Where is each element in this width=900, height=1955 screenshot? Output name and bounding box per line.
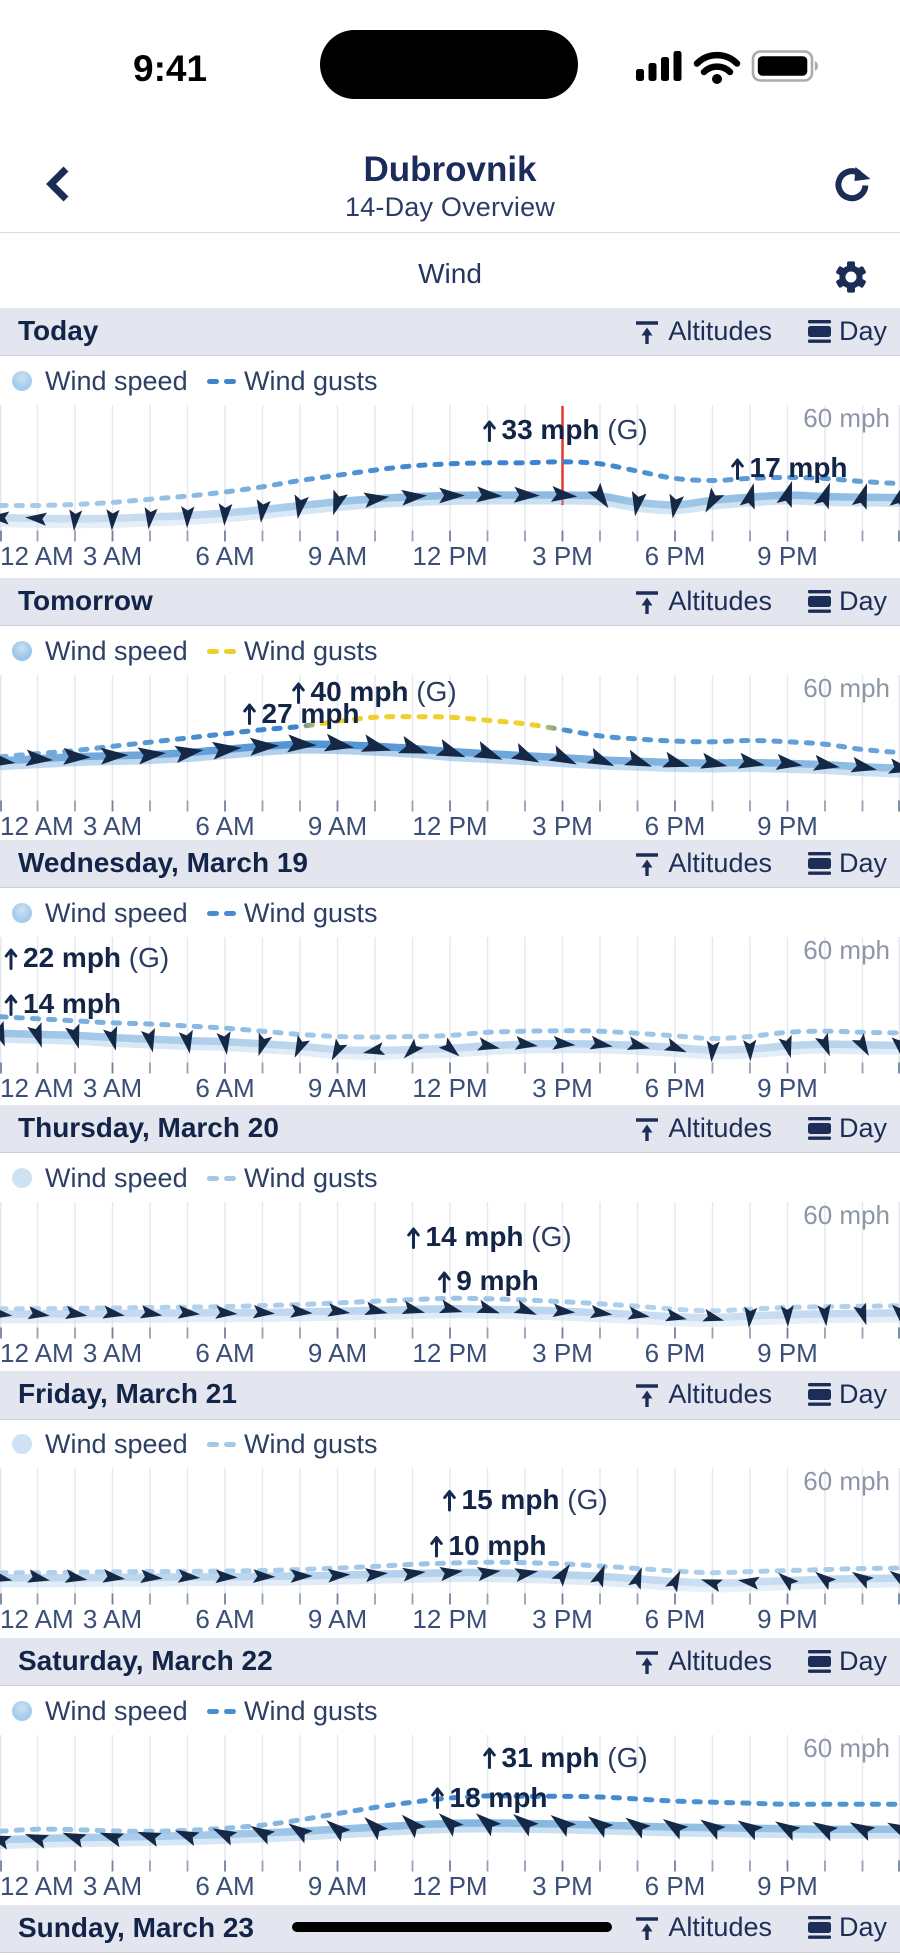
svg-text:12 PM: 12 PM [412, 1073, 487, 1103]
svg-text:9 AM: 9 AM [308, 1073, 367, 1103]
svg-text:10 mph: 10 mph [449, 1530, 547, 1561]
svg-text:9 PM: 9 PM [757, 1604, 818, 1634]
svg-text:6 PM: 6 PM [645, 1604, 706, 1634]
svg-text:3 AM: 3 AM [83, 811, 142, 841]
svg-text:40 mph (G): 40 mph (G) [311, 676, 457, 707]
svg-text:9 PM: 9 PM [757, 1073, 818, 1103]
svg-text:12 AM: 12 AM [0, 1338, 74, 1368]
svg-text:9 AM: 9 AM [308, 541, 367, 571]
svg-text:9 PM: 9 PM [757, 1338, 818, 1368]
svg-text:60 mph: 60 mph [803, 937, 890, 965]
svg-text:3 PM: 3 PM [532, 811, 593, 841]
svg-text:60 mph: 60 mph [803, 1468, 890, 1496]
svg-text:60 mph: 60 mph [803, 1202, 890, 1230]
svg-text:12 PM: 12 PM [412, 811, 487, 841]
svg-text:3 AM: 3 AM [83, 1338, 142, 1368]
svg-text:6 AM: 6 AM [195, 811, 254, 841]
svg-text:9 PM: 9 PM [757, 1871, 818, 1901]
svg-text:14 mph (G): 14 mph (G) [426, 1221, 572, 1252]
svg-text:27 mph: 27 mph [262, 698, 360, 729]
svg-text:18 mph: 18 mph [450, 1782, 548, 1813]
svg-text:22 mph (G): 22 mph (G) [23, 942, 169, 973]
svg-text:12 AM: 12 AM [0, 1871, 74, 1901]
svg-text:12 AM: 12 AM [0, 1073, 74, 1103]
svg-text:12 PM: 12 PM [412, 1338, 487, 1368]
svg-text:60 mph: 60 mph [803, 675, 890, 703]
svg-text:3 AM: 3 AM [83, 541, 142, 571]
svg-text:12 PM: 12 PM [412, 1871, 487, 1901]
svg-text:3 AM: 3 AM [83, 1871, 142, 1901]
svg-text:12 PM: 12 PM [412, 541, 487, 571]
svg-text:12 PM: 12 PM [412, 1604, 487, 1634]
svg-text:12 AM: 12 AM [0, 811, 74, 841]
svg-text:6 PM: 6 PM [645, 1338, 706, 1368]
svg-text:12 AM: 12 AM [0, 1604, 74, 1634]
svg-text:3 PM: 3 PM [532, 1073, 593, 1103]
svg-text:60 mph: 60 mph [803, 1735, 890, 1763]
svg-text:12 AM: 12 AM [0, 541, 74, 571]
svg-text:9 PM: 9 PM [757, 541, 818, 571]
svg-text:6 PM: 6 PM [645, 811, 706, 841]
svg-text:9 AM: 9 AM [308, 1871, 367, 1901]
svg-text:3 PM: 3 PM [532, 541, 593, 571]
svg-text:3 PM: 3 PM [532, 1338, 593, 1368]
svg-text:3 AM: 3 AM [83, 1604, 142, 1634]
svg-text:14 mph: 14 mph [23, 988, 121, 1019]
svg-text:3 PM: 3 PM [532, 1871, 593, 1901]
svg-text:9 mph: 9 mph [456, 1265, 538, 1296]
svg-text:31 mph (G): 31 mph (G) [502, 1742, 648, 1773]
svg-text:3 PM: 3 PM [532, 1604, 593, 1634]
svg-text:6 AM: 6 AM [195, 1871, 254, 1901]
svg-text:15 mph (G): 15 mph (G) [462, 1484, 608, 1515]
svg-text:33 mph (G): 33 mph (G) [502, 414, 648, 445]
svg-text:9 AM: 9 AM [308, 1338, 367, 1368]
svg-text:17 mph: 17 mph [750, 452, 848, 483]
svg-text:6 PM: 6 PM [645, 541, 706, 571]
svg-text:3 AM: 3 AM [83, 1073, 142, 1103]
svg-text:6 AM: 6 AM [195, 1073, 254, 1103]
svg-text:60 mph: 60 mph [803, 405, 890, 433]
svg-text:9 PM: 9 PM [757, 811, 818, 841]
svg-text:9 AM: 9 AM [308, 1604, 367, 1634]
svg-text:6 PM: 6 PM [645, 1073, 706, 1103]
svg-text:6 AM: 6 AM [195, 541, 254, 571]
svg-text:9 AM: 9 AM [308, 811, 367, 841]
svg-text:6 AM: 6 AM [195, 1338, 254, 1368]
svg-text:6 AM: 6 AM [195, 1604, 254, 1634]
svg-text:6 PM: 6 PM [645, 1871, 706, 1901]
